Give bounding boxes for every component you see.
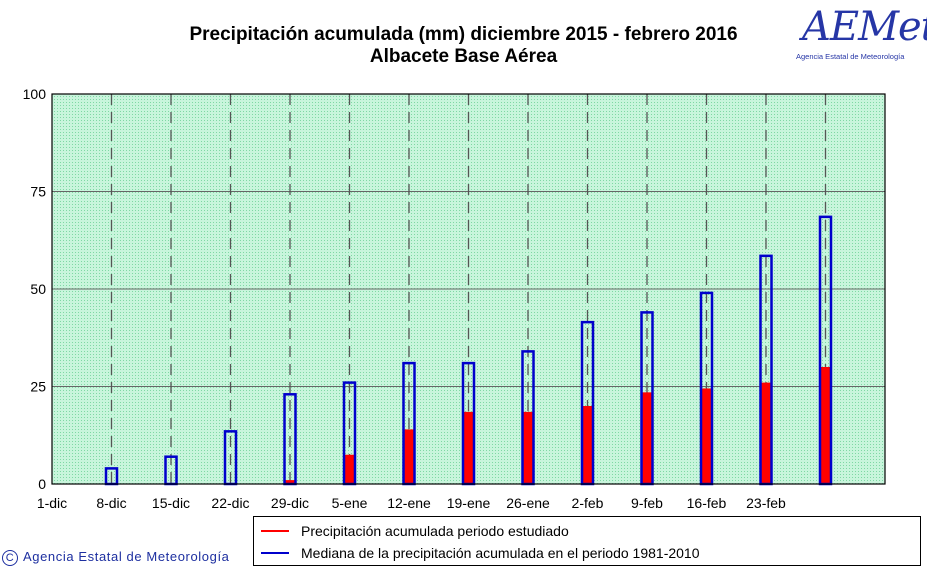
x-tick-label: 1-dic <box>37 495 67 511</box>
x-tick-label: 15-dic <box>152 495 190 511</box>
precipitation-chart: 0 25 50 75 100 1-dic 8-dic 15-dic 22-dic 29-dic 5-… <box>23 86 886 511</box>
legend-item-studied: Precipitación acumulada periodo estudiad… <box>254 520 569 542</box>
bar-studied <box>523 411 533 484</box>
bar-studied <box>821 367 830 484</box>
x-tick-label: 16-feb <box>687 495 727 511</box>
bar-studied <box>583 406 592 484</box>
bar-studied <box>285 480 295 484</box>
plot-border <box>51 93 886 485</box>
bar-studied <box>761 382 771 484</box>
bar-studied <box>404 429 414 484</box>
x-tick-label: 29-dic <box>271 495 309 511</box>
bar-studied <box>642 392 652 484</box>
y-tick-label: 100 <box>23 86 47 102</box>
copyright-text: Agencia Estatal de Meteorología <box>23 549 230 564</box>
bar-studied <box>345 454 354 484</box>
x-tick-label: 9-feb <box>631 495 663 511</box>
logo-word: AEMet <box>802 4 927 50</box>
y-tick-label: 75 <box>30 184 46 200</box>
x-tick-label: 8-dic <box>96 495 126 511</box>
legend-label-studied: Precipitación acumulada periodo estudiad… <box>301 523 569 539</box>
aemet-logo: AEMet Agencia Estatal de Meteorología <box>796 4 927 66</box>
legend-item-median: Mediana de la precipitación acumulada en… <box>254 542 700 564</box>
x-tick-label: 2-feb <box>572 495 604 511</box>
chart-subtitle: Albacete Base Aérea <box>369 46 558 67</box>
y-tick-label: 25 <box>30 379 46 395</box>
copyright-icon: C <box>2 549 18 566</box>
x-tick-label: 26-ene <box>506 495 550 511</box>
x-tick-label: 23-feb <box>746 495 786 511</box>
copyright-note: C Agencia Estatal de Meteorología <box>2 549 230 566</box>
x-tick-label: 19-ene <box>447 495 491 511</box>
bar-studied <box>702 388 711 484</box>
legend-label-median: Mediana de la precipitación acumulada en… <box>301 545 700 561</box>
x-tick-label: 5-ene <box>332 495 368 511</box>
legend-swatch-studied <box>261 530 289 532</box>
chart-title-block: Precipitación acumulada (mm) diciembre 2… <box>0 24 927 68</box>
bar-studied <box>464 411 473 484</box>
legend-swatch-median <box>261 552 289 554</box>
logo-subtitle: Agencia Estatal de Meteorología <box>796 52 905 61</box>
x-tick-label: 12-ene <box>387 495 431 511</box>
chart-title: Precipitación acumulada (mm) diciembre 2… <box>189 24 738 45</box>
chart-legend: Precipitación acumulada periodo estudiad… <box>253 516 921 566</box>
y-tick-label: 50 <box>30 281 46 297</box>
y-tick-label: 0 <box>38 476 46 492</box>
x-tick-label: 22-dic <box>211 495 249 511</box>
